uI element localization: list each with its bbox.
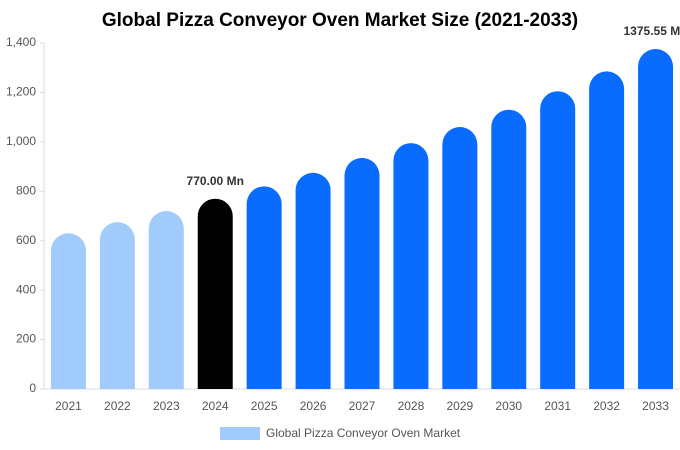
legend-label: Global Pizza Conveyor Oven Market — [266, 426, 461, 440]
legend-swatch — [220, 427, 260, 440]
x-tick-label: 2029 — [446, 399, 473, 413]
y-tick-label: 0 — [29, 381, 36, 395]
y-tick-label: 1,400 — [6, 35, 36, 49]
bar — [99, 222, 135, 389]
bar — [540, 91, 576, 389]
chart-title: Global Pizza Conveyor Oven Market Size (… — [102, 10, 578, 31]
x-tick-label: 2021 — [55, 399, 82, 413]
bar — [344, 157, 380, 389]
y-tick-label: 800 — [16, 183, 36, 197]
bar — [491, 109, 527, 389]
y-tick-label: 1,000 — [6, 134, 36, 148]
x-tick-label: 2026 — [300, 399, 327, 413]
x-tick-label: 2032 — [593, 399, 620, 413]
x-tick-label: 2031 — [544, 399, 571, 413]
bar — [246, 186, 282, 389]
x-tick-label: 2024 — [202, 399, 229, 413]
bar — [589, 71, 625, 390]
x-tick-label: 2022 — [104, 399, 131, 413]
bar — [638, 49, 674, 390]
y-tick-label: 600 — [16, 233, 36, 247]
y-tick-label: 200 — [16, 332, 36, 346]
bar — [197, 198, 233, 389]
bar — [393, 143, 429, 389]
y-tick-label: 400 — [16, 282, 36, 296]
bar — [148, 211, 184, 389]
bar — [442, 127, 478, 389]
bar — [50, 233, 86, 389]
value-label: 1375.55 Mn — [624, 24, 680, 38]
bar — [295, 172, 331, 389]
x-tick-label: 2027 — [349, 399, 376, 413]
x-tick-label: 2023 — [153, 399, 180, 413]
x-tick-label: 2025 — [251, 399, 278, 413]
y-tick-label: 1,200 — [6, 85, 36, 99]
x-tick-label: 2033 — [642, 399, 669, 413]
x-tick-label: 2030 — [495, 399, 522, 413]
x-tick-label: 2028 — [398, 399, 425, 413]
value-label: 770.00 Mn — [187, 174, 244, 188]
